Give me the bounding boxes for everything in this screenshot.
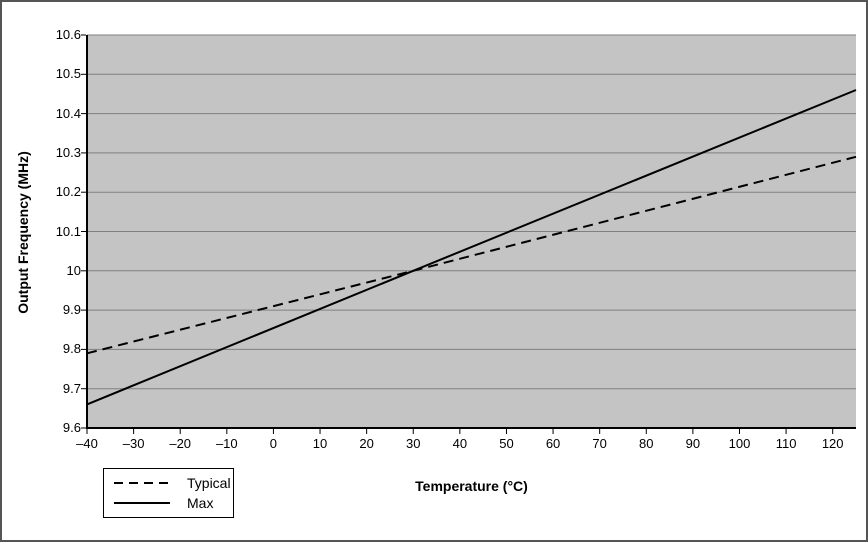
legend-item-typical: Typical xyxy=(104,473,233,493)
y-tick-label: 10.3 xyxy=(55,144,81,160)
y-tick-label: 9.7 xyxy=(62,380,81,396)
x-tick-label: 70 xyxy=(592,436,607,451)
x-tick-label: 50 xyxy=(499,436,514,451)
legend-item-max: Max xyxy=(104,493,233,513)
y-tick-label: 10.6 xyxy=(55,27,81,42)
x-tick-label: 110 xyxy=(775,436,797,451)
legend-line-sample-solid xyxy=(114,502,170,504)
x-tick-label: 0 xyxy=(269,436,278,451)
y-tick-label: 9.8 xyxy=(62,341,81,357)
x-tick-label: –40 xyxy=(76,436,98,451)
legend-line-sample-dashed xyxy=(114,482,170,484)
x-tick-label: 80 xyxy=(639,436,654,451)
y-tick-label: 10.4 xyxy=(55,105,81,121)
y-tick-label: 10.2 xyxy=(55,184,81,200)
x-tick-label: 10 xyxy=(312,436,328,451)
x-tick-label: 20 xyxy=(359,436,374,451)
y-tick-label: 9.9 xyxy=(62,302,81,318)
series-line-max xyxy=(86,89,857,406)
x-axis-title: Temperature (°C) xyxy=(415,478,528,494)
legend-label: Max xyxy=(187,495,214,511)
x-tick-label: 120 xyxy=(821,436,844,451)
x-tick-label: 30 xyxy=(406,436,421,451)
x-tick-label: 100 xyxy=(728,436,751,451)
x-tick-label: –10 xyxy=(215,436,238,451)
x-tick-label: 40 xyxy=(452,436,468,451)
x-tick-label: 60 xyxy=(545,436,561,451)
y-tick-label: 10 xyxy=(66,262,81,278)
x-tick-label: –30 xyxy=(122,436,145,451)
legend: Typical Max xyxy=(103,468,234,518)
legend-label: Typical xyxy=(187,475,231,491)
y-axis-title: Output Frequency (MHz) xyxy=(15,151,31,314)
x-tick-label: 90 xyxy=(685,436,701,451)
x-tick-label: –20 xyxy=(169,436,192,451)
y-tick-label: 9.6 xyxy=(62,420,81,435)
y-tick-label: 10.1 xyxy=(55,223,81,239)
y-tick-label: 10.5 xyxy=(55,66,81,82)
